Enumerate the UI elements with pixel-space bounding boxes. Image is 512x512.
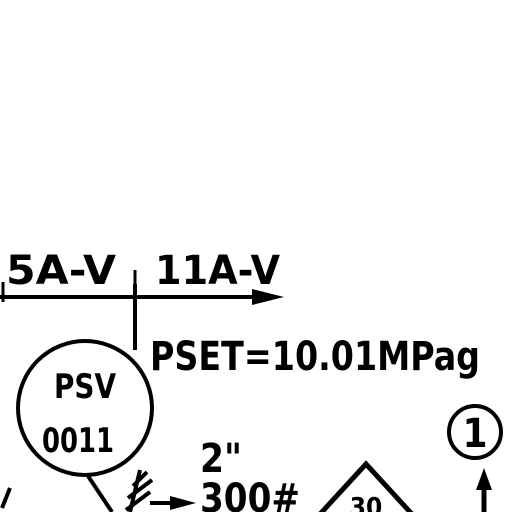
flow-arrow-icon: [252, 289, 284, 305]
outlet-rating: 300#: [200, 476, 300, 512]
outlet-size: 2": [200, 436, 242, 482]
psv-bubble: [16, 339, 154, 477]
marker-arrow-icon: [476, 468, 492, 490]
valve-body-left: [0, 487, 12, 509]
marker-label: 1: [462, 411, 487, 457]
triangle-symbol: [318, 460, 414, 512]
triangle-label: 30: [350, 493, 383, 512]
line-label-left: 5A-V: [6, 248, 116, 294]
set-pressure-label: PSET=10.01MPag: [150, 334, 480, 380]
valve-body-right: [86, 474, 114, 512]
marker-circle: [447, 404, 503, 460]
line-label-right: 11A-V: [155, 248, 280, 294]
break-symbol-icon: [124, 469, 154, 512]
outlet-arrow-icon: [170, 496, 196, 510]
psv-tag-top: PSV: [54, 367, 116, 407]
psv-tag-bottom: 0011: [42, 421, 114, 461]
